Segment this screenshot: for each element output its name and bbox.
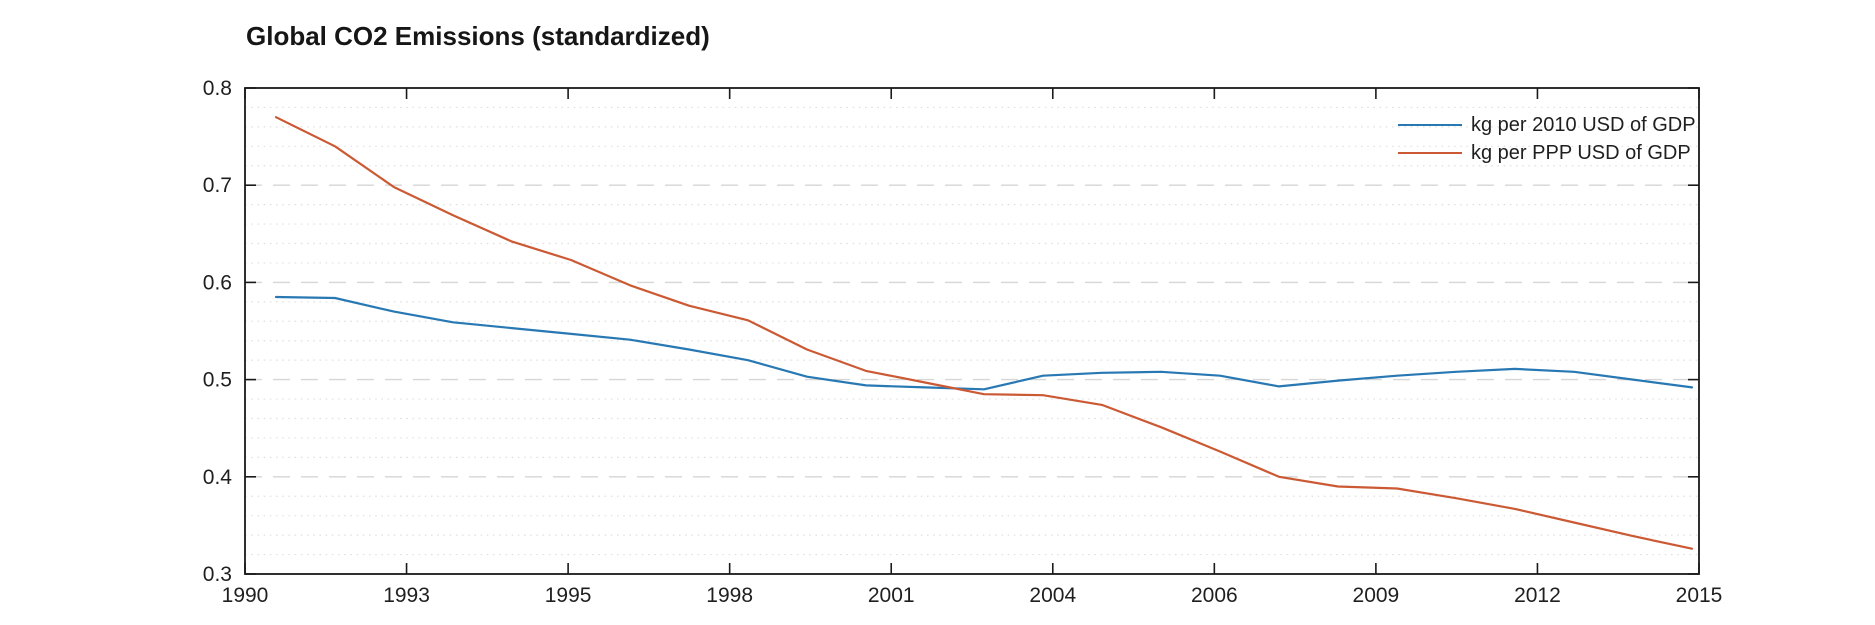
x-tick-label: 2009: [1353, 584, 1400, 607]
chart-title: Global CO2 Emissions (standardized): [246, 21, 710, 51]
legend-label: kg per PPP USD of GDP: [1471, 142, 1691, 164]
legend-line-swatch-blue: [1398, 124, 1462, 126]
legend-item: kg per PPP USD of GDP: [1398, 139, 1696, 167]
y-tick-label: 0.6: [203, 271, 232, 294]
y-tick-label: 0.4: [203, 466, 233, 489]
y-tick-label: 0.3: [203, 563, 232, 586]
legend-item: kg per 2010 USD of GDP: [1398, 111, 1696, 139]
x-tick-label: 2006: [1191, 584, 1238, 607]
legend-line-swatch-orange: [1398, 152, 1462, 154]
x-tick-label: 2001: [868, 584, 915, 607]
y-tick-label: 0.5: [203, 369, 232, 392]
x-tick-label: 1993: [383, 584, 430, 607]
x-tick-label: 1998: [706, 584, 753, 607]
x-tick-label: 1990: [222, 584, 269, 607]
y-tick-label: 0.8: [203, 77, 232, 100]
x-tick-label: 2004: [1029, 584, 1076, 607]
series-line-kg-per-ppp-usd: [274, 116, 1694, 550]
y-tick-label: 0.7: [203, 174, 232, 197]
x-tick-label: 2015: [1676, 584, 1723, 607]
legend: kg per 2010 USD of GDP kg per PPP USD of…: [1398, 111, 1696, 167]
series-line-kg-per-2010-usd: [274, 295, 1694, 391]
x-tick-label: 1995: [545, 584, 592, 607]
axis-box: [244, 87, 1700, 575]
legend-label: kg per 2010 USD of GDP: [1471, 114, 1696, 136]
x-tick-label: 2012: [1514, 584, 1561, 607]
